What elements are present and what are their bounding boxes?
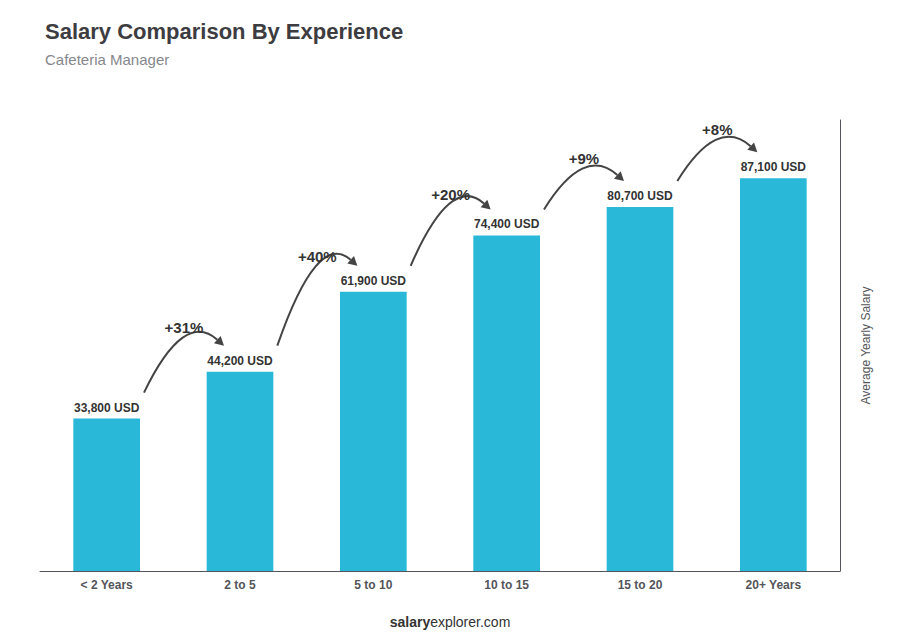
svg-text:20+ Years: 20+ Years bbox=[746, 578, 802, 592]
svg-text:74,400 USD: 74,400 USD bbox=[474, 217, 540, 231]
svg-text:< 2 Years: < 2 Years bbox=[81, 578, 133, 592]
svg-text:33,800 USD: 33,800 USD bbox=[74, 401, 140, 415]
svg-text:80,700 USD: 80,700 USD bbox=[607, 189, 673, 203]
svg-text:Salary Comparison By Experienc: Salary Comparison By Experience bbox=[45, 19, 403, 44]
svg-text:+20%: +20% bbox=[431, 186, 470, 203]
svg-text:explorer.com: explorer.com bbox=[430, 614, 510, 630]
svg-text:+31%: +31% bbox=[165, 319, 204, 336]
svg-text:5 to 10: 5 to 10 bbox=[354, 578, 392, 592]
svg-text:44,200 USD: 44,200 USD bbox=[207, 354, 273, 368]
svg-text:61,900 USD: 61,900 USD bbox=[341, 274, 407, 288]
svg-text:Cafeteria Manager: Cafeteria Manager bbox=[45, 51, 169, 68]
svg-text:+8%: +8% bbox=[702, 121, 732, 138]
svg-text:Average Yearly Salary: Average Yearly Salary bbox=[859, 287, 873, 405]
svg-text:salary: salary bbox=[390, 614, 431, 630]
svg-text:15 to 20: 15 to 20 bbox=[618, 578, 663, 592]
svg-text:87,100 USD: 87,100 USD bbox=[741, 160, 807, 174]
svg-text:10 to 15: 10 to 15 bbox=[484, 578, 529, 592]
svg-text:2 to 5: 2 to 5 bbox=[224, 578, 256, 592]
svg-text:+40%: +40% bbox=[298, 248, 337, 265]
svg-text:+9%: +9% bbox=[569, 150, 599, 167]
